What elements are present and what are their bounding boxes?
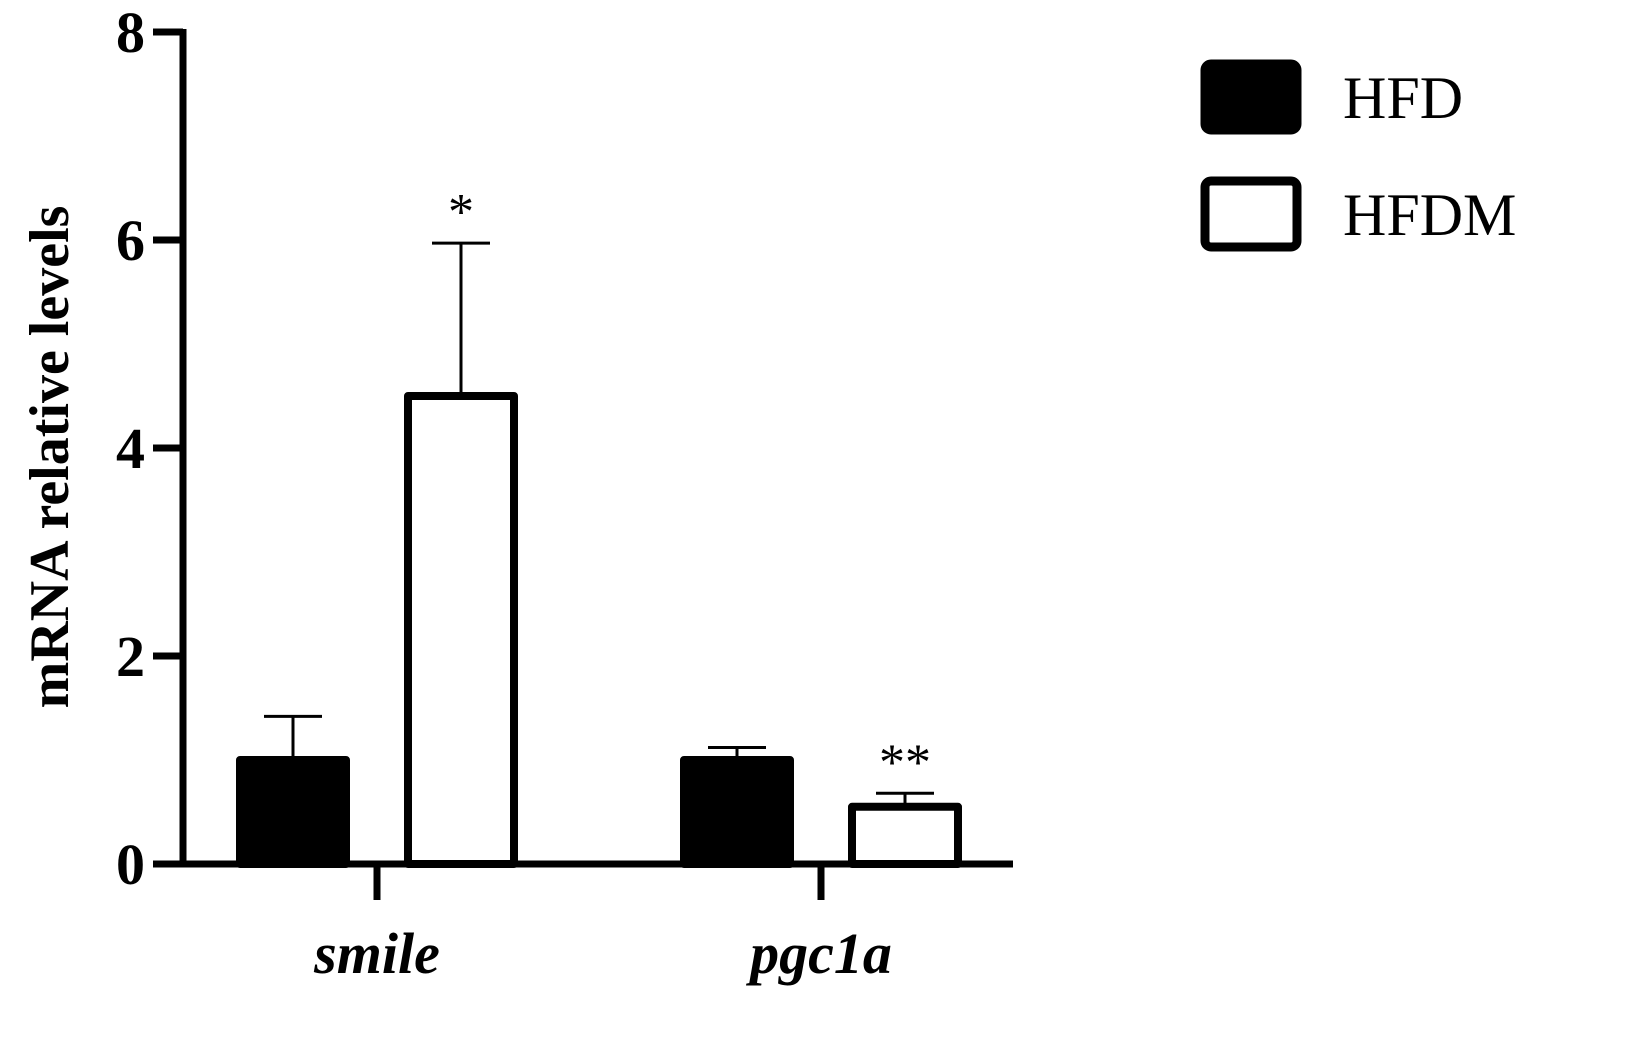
y-axis-title: mRNA relative levels bbox=[19, 206, 81, 709]
bar-hfdm-pgc1a bbox=[848, 802, 962, 868]
y-tick-label: 8 bbox=[116, 0, 145, 65]
y-tick-label: 0 bbox=[116, 832, 145, 897]
bar-hfd-pgc1a bbox=[680, 756, 794, 868]
legend-label-hfd: HFD bbox=[1343, 65, 1463, 131]
y-tick-label: 6 bbox=[116, 208, 145, 273]
y-axis: 0 2 4 6 8 bbox=[116, 0, 187, 897]
bar-hfd-smile bbox=[236, 756, 350, 868]
legend-swatch-hfd bbox=[1200, 59, 1302, 135]
legend-swatch-hfdm bbox=[1200, 176, 1302, 252]
significance-marker: ** bbox=[879, 734, 931, 791]
x-tick-label: pgc1a bbox=[745, 921, 892, 986]
bar-hfdm-smile bbox=[404, 392, 518, 868]
bars: *** bbox=[236, 184, 962, 868]
x-tick-label: smile bbox=[313, 921, 440, 986]
legend: HFD HFDM bbox=[1200, 59, 1516, 252]
legend-label-hfdm: HFDM bbox=[1343, 182, 1516, 248]
y-tick-label: 4 bbox=[116, 416, 145, 481]
x-axis: smile pgc1a bbox=[180, 860, 1013, 986]
significance-marker: * bbox=[448, 184, 474, 241]
y-tick-label: 2 bbox=[116, 624, 145, 689]
